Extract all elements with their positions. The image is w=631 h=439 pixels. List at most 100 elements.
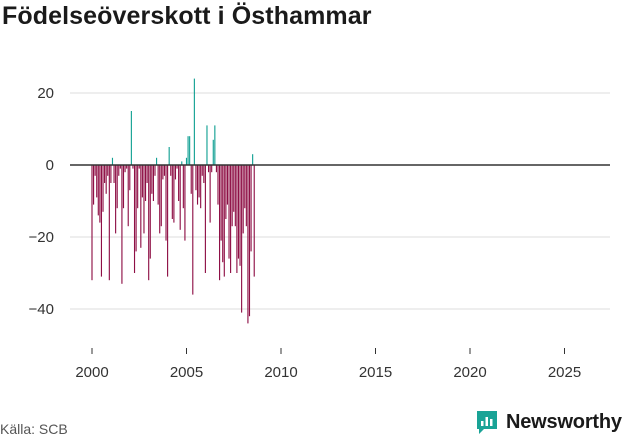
bar xyxy=(185,157,188,165)
bar xyxy=(135,165,137,252)
bar xyxy=(99,165,101,223)
y-tick-label: −20 xyxy=(29,229,54,246)
bar xyxy=(122,165,125,209)
bar xyxy=(102,165,104,212)
y-tick-label: −40 xyxy=(29,301,54,318)
gridlines xyxy=(70,92,610,310)
x-axis-ticks: 2000 2005 2010 2015 2020 2025 xyxy=(75,348,581,381)
bar xyxy=(140,165,142,248)
bar xyxy=(201,165,203,176)
bar xyxy=(187,136,189,165)
bar xyxy=(148,165,150,281)
bar xyxy=(189,136,191,165)
bar xyxy=(198,165,200,198)
bar xyxy=(245,165,247,227)
bar xyxy=(228,165,230,259)
bar xyxy=(230,165,232,273)
y-axis-ticks: 20 0 −20 −40 xyxy=(29,85,54,318)
y-tick-label: 0 xyxy=(46,157,54,174)
bar xyxy=(214,125,216,165)
bar xyxy=(212,139,214,165)
bar xyxy=(252,154,254,165)
bar xyxy=(152,165,154,201)
newsworthy-logo[interactable]: Newsworthy xyxy=(475,409,622,435)
bars xyxy=(91,78,255,324)
bar xyxy=(237,165,240,259)
bar xyxy=(143,165,145,234)
bar xyxy=(204,165,206,273)
bar xyxy=(174,165,177,180)
bar xyxy=(247,165,249,324)
brand-name: Newsworthy xyxy=(506,410,622,433)
bar xyxy=(93,165,95,205)
bar xyxy=(250,165,252,252)
x-tick-label: 2005 xyxy=(170,364,203,381)
bar xyxy=(138,165,140,169)
bar xyxy=(209,165,211,223)
x-tick-label: 2000 xyxy=(75,364,108,381)
bar xyxy=(133,165,136,273)
bar xyxy=(193,78,195,165)
bar xyxy=(179,165,181,230)
bar xyxy=(104,165,106,183)
bar xyxy=(168,147,170,165)
y-tick-label: 20 xyxy=(37,85,54,102)
bar xyxy=(203,165,205,183)
chart-title: Födelseöverskott i Östhammar xyxy=(2,2,372,30)
bar xyxy=(110,165,112,183)
bar xyxy=(132,165,134,169)
bar xyxy=(94,165,96,176)
bar xyxy=(170,165,172,176)
bar xyxy=(226,165,229,205)
bar xyxy=(165,165,167,241)
bar xyxy=(163,165,166,176)
bar xyxy=(159,165,161,234)
bar xyxy=(167,165,169,277)
bar xyxy=(146,165,148,183)
bar xyxy=(160,165,162,227)
bar xyxy=(242,165,244,234)
bar xyxy=(91,165,93,281)
source-label: Källa: SCB xyxy=(0,421,68,437)
bar xyxy=(231,165,233,227)
bar xyxy=(108,165,110,281)
bar xyxy=(253,165,255,277)
bar xyxy=(207,165,210,173)
x-tick-label: 2025 xyxy=(548,364,581,381)
bar xyxy=(215,165,217,173)
bar xyxy=(127,165,129,227)
bar xyxy=(233,165,235,212)
bar xyxy=(241,165,243,313)
bar xyxy=(239,165,241,266)
bar xyxy=(115,165,117,234)
bar xyxy=(206,125,208,165)
x-tick-label: 2015 xyxy=(359,364,392,381)
bar xyxy=(195,165,197,191)
bar xyxy=(149,165,151,259)
bar xyxy=(96,165,98,198)
bar xyxy=(105,165,107,194)
bar xyxy=(113,165,115,183)
bar xyxy=(141,165,143,198)
bar xyxy=(190,165,192,194)
bar xyxy=(100,165,103,277)
bar xyxy=(111,157,114,165)
bar xyxy=(234,165,236,227)
bar xyxy=(184,165,186,241)
bar-chart-icon xyxy=(477,411,497,434)
bar xyxy=(178,165,180,201)
bar xyxy=(157,165,159,205)
bar xyxy=(130,111,132,165)
bar xyxy=(107,165,109,176)
bar xyxy=(244,165,246,209)
bar xyxy=(137,165,139,209)
x-tick-label: 2020 xyxy=(453,364,486,381)
bar xyxy=(200,165,202,209)
bar xyxy=(171,165,173,219)
bar xyxy=(211,165,213,173)
bar xyxy=(162,165,164,180)
bar xyxy=(173,165,175,223)
bar xyxy=(182,165,184,209)
bar xyxy=(248,165,251,317)
